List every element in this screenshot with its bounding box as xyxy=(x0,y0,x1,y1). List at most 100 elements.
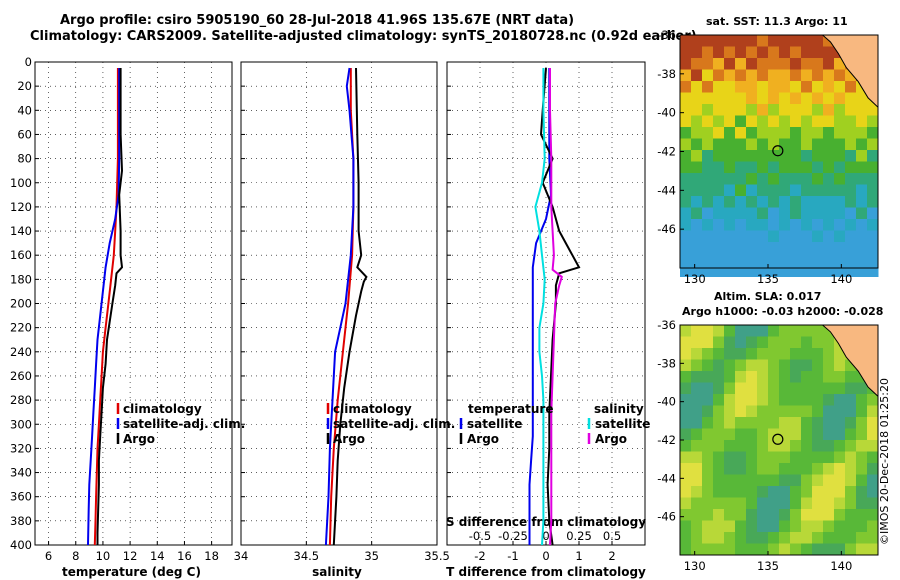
sst-map-cell xyxy=(757,35,769,47)
sla-map-cell xyxy=(856,382,868,395)
sst-map-cell xyxy=(713,92,725,105)
sst-map-cell xyxy=(768,92,780,105)
sst-map-cell xyxy=(856,242,868,254)
sla-map-cell xyxy=(713,371,725,383)
sst-map-cell xyxy=(713,69,725,82)
sla-map-cell xyxy=(845,532,857,544)
sla-map-lon-label: 135 xyxy=(757,559,779,573)
sst-map-cell xyxy=(779,104,791,116)
sla-map-cell xyxy=(779,348,791,360)
sla-map-cell xyxy=(801,520,813,533)
sst-map-cell xyxy=(790,253,802,266)
sla-map-cell xyxy=(757,336,769,349)
sla-map-cell xyxy=(856,405,868,418)
sst-map-cell xyxy=(724,242,736,254)
sst-map-cell xyxy=(691,219,703,231)
sla-map-cell xyxy=(757,394,769,406)
sla-map-cell xyxy=(724,405,736,418)
sla-map-cell xyxy=(867,486,879,498)
sst-map-cell xyxy=(735,196,747,208)
sla-map-cell xyxy=(856,543,868,556)
sla-map-cell xyxy=(812,417,824,429)
sst-map-cell xyxy=(779,35,791,47)
sla-map-cell xyxy=(790,463,802,475)
sla-map-cell xyxy=(746,520,758,533)
sla-map-cell xyxy=(823,348,835,360)
sst-map-cell xyxy=(801,127,813,139)
sla-map-cell xyxy=(691,336,703,349)
sst-map-cell xyxy=(856,219,868,231)
sst-map-cell xyxy=(713,230,725,243)
sst-map-cell xyxy=(713,253,725,266)
sst-map-cell xyxy=(790,230,802,243)
sla-map-cell xyxy=(801,532,813,544)
sst-map-cell xyxy=(724,265,736,277)
differences-xtick-label: 0 xyxy=(542,549,549,563)
sst-map-cell xyxy=(790,92,802,105)
sla-map-cell xyxy=(713,486,725,498)
sla-map-title: Altim. SLA: 0.017 xyxy=(714,290,822,303)
temperature-ytick-label: 0 xyxy=(25,55,32,69)
sla-map-cell xyxy=(713,543,725,556)
sla-map-cell xyxy=(790,440,802,452)
sst-map-cell xyxy=(823,127,835,139)
sst-map-cell xyxy=(801,46,813,59)
differences-xtick-label: 1 xyxy=(575,549,582,563)
sla-map-cell xyxy=(834,474,846,487)
sst-map-cell xyxy=(856,230,868,243)
sla-map-cell xyxy=(867,451,879,464)
sla-map-cell xyxy=(757,382,769,395)
sst-map-cell xyxy=(713,115,725,128)
sla-map-cell xyxy=(768,325,780,337)
sla-map-cell xyxy=(757,543,769,556)
sla-map-cell xyxy=(746,497,758,510)
sst-map-cell xyxy=(845,161,857,174)
sst-map-cell xyxy=(801,207,813,220)
temperature-ytick-label: 280 xyxy=(10,393,32,407)
sst-map-cell xyxy=(691,115,703,128)
sla-map-cell xyxy=(735,532,747,544)
sst-map-cell xyxy=(757,207,769,220)
sst-map-cell xyxy=(845,115,857,128)
sst-map-cell xyxy=(746,35,758,47)
sst-map-cell xyxy=(691,92,703,105)
sla-map-cell xyxy=(845,497,857,510)
sla-map-cell xyxy=(834,463,846,475)
sst-map-cell xyxy=(735,92,747,105)
sst-map-cell xyxy=(724,104,736,116)
sst-map-cell xyxy=(867,173,879,185)
salinity-series-satellite-adj-clim- xyxy=(324,67,355,546)
sla-map-cell xyxy=(746,428,758,441)
sla-map-cell xyxy=(812,394,824,406)
sst-map-cell xyxy=(790,35,802,47)
sst-map-cell xyxy=(823,104,835,116)
sst-map-cell xyxy=(691,150,703,162)
sst-map-cell xyxy=(823,242,835,254)
sst-map-cell xyxy=(680,207,692,220)
sst-map-cell xyxy=(812,81,824,93)
differences-stick-label: 0 xyxy=(542,529,549,543)
sst-map-cell xyxy=(856,161,868,174)
sla-map-cell xyxy=(735,336,747,349)
figure-title-line1: Argo profile: csiro 5905190_60 28-Jul-20… xyxy=(60,13,575,28)
sla-map-cell xyxy=(768,486,780,498)
sst-map-cell xyxy=(834,92,846,105)
sst-map-lat-label: -46 xyxy=(657,222,676,236)
differences-stick-label: 0.25 xyxy=(566,529,592,543)
sla-map-cell xyxy=(713,382,725,395)
sst-map-cell xyxy=(746,265,758,277)
sla-map-cell xyxy=(713,394,725,406)
temperature-ytick-label: 180 xyxy=(10,272,32,286)
sst-map-cell xyxy=(867,253,879,266)
sla-map-cell xyxy=(867,543,879,556)
temperature-xtick-label: 18 xyxy=(204,549,219,563)
salinity-xtick-label: 34 xyxy=(234,549,249,563)
sla-map-cell xyxy=(691,371,703,383)
sla-map-cell xyxy=(834,382,846,395)
sla-map-cell xyxy=(735,451,747,464)
temperature-series-argo xyxy=(96,68,124,545)
sla-map-cell xyxy=(746,325,758,337)
sst-map-cell xyxy=(768,219,780,231)
sla-map-cell xyxy=(812,463,824,475)
sst-map-cell xyxy=(823,230,835,243)
